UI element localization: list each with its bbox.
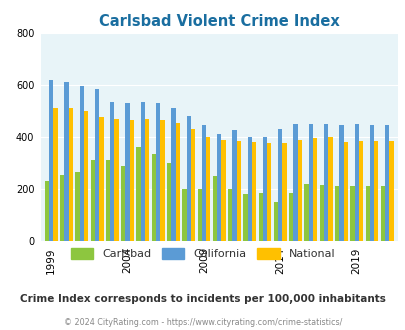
Bar (186, 116, 190, 241)
Bar (282, 144, 286, 241)
Bar (190, 129, 195, 241)
Bar (323, 124, 328, 241)
Bar (243, 194, 247, 241)
Bar (384, 125, 388, 241)
Bar (388, 141, 392, 241)
Bar (45, 181, 49, 241)
Bar (293, 124, 297, 241)
Bar (75, 172, 79, 241)
Bar (49, 80, 53, 241)
Bar (350, 186, 354, 241)
Bar (110, 102, 114, 241)
Bar (304, 184, 308, 241)
Bar (266, 144, 271, 241)
Title: Carlsbad Violent Crime Index: Carlsbad Violent Crime Index (99, 14, 339, 29)
Bar (201, 125, 206, 241)
Bar (277, 129, 282, 241)
Bar (228, 189, 232, 241)
Bar (156, 103, 160, 241)
Bar (364, 186, 369, 241)
Bar (369, 125, 373, 241)
Bar (160, 120, 164, 241)
Bar (358, 141, 362, 241)
Bar (90, 160, 95, 241)
Bar (114, 119, 119, 241)
Text: © 2024 CityRating.com - https://www.cityrating.com/crime-statistics/: © 2024 CityRating.com - https://www.city… (64, 318, 341, 327)
Bar (273, 202, 277, 241)
Bar (60, 175, 64, 241)
Bar (79, 86, 84, 241)
Text: Crime Index corresponds to incidents per 100,000 inhabitants: Crime Index corresponds to incidents per… (20, 294, 385, 304)
Bar (288, 193, 293, 241)
Bar (106, 160, 110, 241)
Bar (121, 166, 125, 241)
Bar (334, 186, 339, 241)
Bar (373, 141, 377, 241)
Bar (84, 111, 88, 241)
Bar (136, 147, 141, 241)
Bar (130, 120, 134, 241)
Bar (236, 141, 240, 241)
Bar (68, 108, 73, 241)
Bar (212, 176, 217, 241)
Bar (151, 154, 156, 241)
Bar (297, 140, 301, 241)
Bar (380, 186, 384, 241)
Bar (171, 108, 175, 241)
Bar (312, 138, 316, 241)
Bar (217, 134, 221, 241)
Bar (175, 123, 179, 241)
Bar (258, 193, 262, 241)
Bar (166, 163, 171, 241)
Bar (145, 119, 149, 241)
Bar (182, 189, 186, 241)
Bar (64, 82, 68, 241)
Bar (319, 185, 323, 241)
Bar (251, 142, 256, 241)
Bar (247, 137, 251, 241)
Bar (262, 137, 266, 241)
Bar (343, 142, 347, 241)
Bar (53, 108, 58, 241)
Bar (308, 124, 312, 241)
Bar (354, 124, 358, 241)
Bar (339, 125, 343, 241)
Bar (206, 137, 210, 241)
Bar (221, 140, 225, 241)
Bar (197, 189, 201, 241)
Legend: Carlsbad, California, National: Carlsbad, California, National (66, 244, 339, 263)
Bar (125, 103, 130, 241)
Bar (141, 102, 145, 241)
Bar (95, 89, 99, 241)
Bar (328, 137, 332, 241)
Bar (99, 117, 103, 241)
Bar (232, 130, 236, 241)
